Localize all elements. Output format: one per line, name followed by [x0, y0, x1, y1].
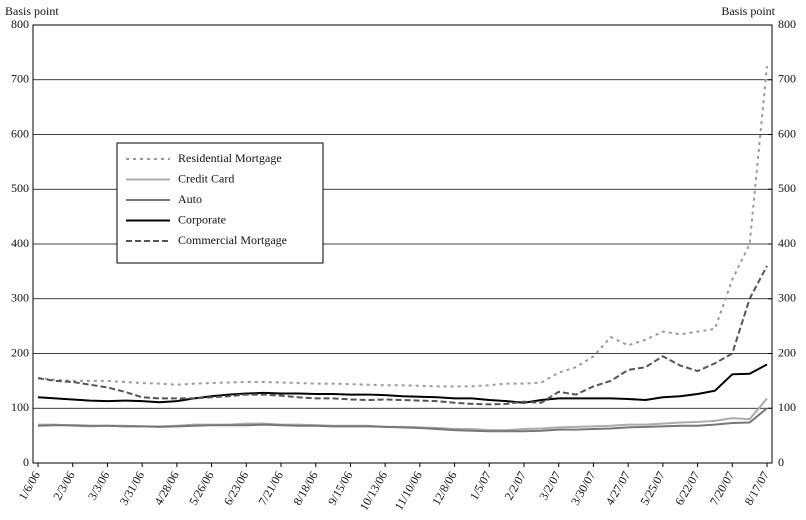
- y2-tick-label: 300: [778, 291, 796, 305]
- x-tick-label: 11/10/06: [392, 469, 425, 513]
- y-axis-title: Basis point: [5, 4, 59, 18]
- y-tick-label: 700: [11, 72, 29, 86]
- x-tick-label: 6/22/07: [672, 469, 702, 508]
- x-tick-label: 3/31/06: [117, 469, 147, 508]
- x-tick-label: 9/15/06: [325, 469, 355, 508]
- legend-label: Credit Card: [178, 171, 234, 185]
- legend-label: Auto: [178, 192, 202, 206]
- legend-label: Commercial Mortgage: [178, 233, 287, 247]
- legend-label: Residential Mortgage: [178, 151, 282, 165]
- y-tick-label: 300: [11, 291, 29, 305]
- y2-tick-label: 100: [778, 400, 796, 414]
- x-tick-label: 1/5/07: [467, 469, 494, 503]
- y-tick-label: 800: [11, 17, 29, 31]
- x-tick-label: 10/13/06: [357, 469, 390, 513]
- x-tick-label: 2/2/07: [502, 469, 529, 503]
- legend-box: [116, 142, 324, 264]
- x-tick-label: 3/3/06: [85, 469, 112, 503]
- x-tick-label: 3/2/07: [536, 469, 563, 503]
- series-line: [38, 397, 768, 432]
- y-tick-label: 500: [11, 181, 29, 195]
- y2-tick-label: 600: [778, 126, 796, 140]
- x-tick-label: 4/27/07: [603, 469, 633, 508]
- y2-tick-label: 200: [778, 345, 796, 359]
- x-tick-label: 2/3/06: [50, 469, 77, 503]
- series-line: [37, 363, 768, 404]
- y-tick-label: 100: [11, 400, 29, 414]
- y-tick-label: 0: [23, 455, 29, 469]
- x-tick-label: 7/20/07: [707, 469, 737, 508]
- y2-tick-label: 800: [778, 17, 796, 31]
- y-tick-label: 600: [11, 126, 29, 140]
- y2-tick-label: 500: [778, 181, 796, 195]
- y2-axis-title: Basis point: [721, 4, 775, 18]
- x-tick-label: 12/8/06: [429, 469, 459, 508]
- x-tick-label: 8/18/06: [290, 469, 320, 508]
- x-tick-label: 5/25/07: [637, 469, 667, 508]
- x-tick-label: 5/26/06: [186, 469, 216, 508]
- x-tick-label: 8/17/07: [742, 469, 772, 508]
- x-tick-label: 7/21/06: [256, 469, 286, 508]
- x-tick-label: 4/28/06: [151, 469, 181, 508]
- series-line: [37, 407, 768, 433]
- legend: Residential Mortgage Credit Card Auto Corpo…: [116, 142, 324, 264]
- y2-tick-label: 400: [778, 236, 796, 250]
- y-tick-label: 400: [11, 236, 29, 250]
- y2-tick-label: 0: [778, 455, 784, 469]
- plot-frame: [32, 24, 773, 464]
- x-tick-label: 6/23/06: [221, 469, 251, 508]
- y2-tick-label: 700: [778, 72, 796, 86]
- x-tick-label: 3/30/07: [568, 469, 598, 508]
- x-tick-label: 1/6/06: [16, 469, 43, 503]
- series-line: [37, 65, 768, 388]
- legend-label: Corporate: [178, 212, 226, 226]
- y-tick-label: 200: [11, 345, 29, 359]
